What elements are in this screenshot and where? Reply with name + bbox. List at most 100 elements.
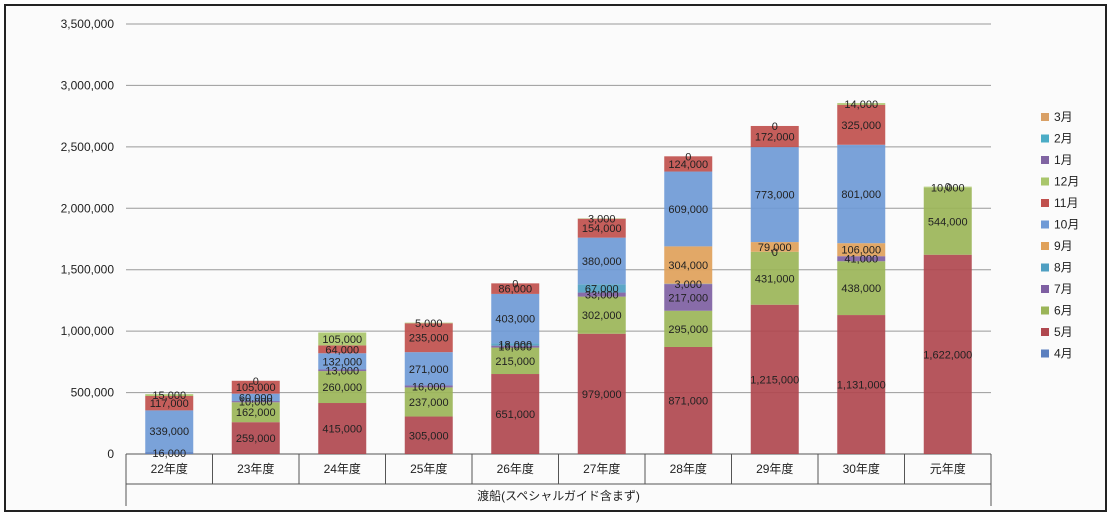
chart-frame: 0 500,000 1,000,000 1,500,000 2,000,000 2,500… xyxy=(4,4,1107,512)
bar-segment xyxy=(923,186,972,188)
bar-segment xyxy=(231,380,280,394)
data-label: 415,000 xyxy=(322,424,362,436)
data-label: 237,000 xyxy=(409,397,449,409)
bar-segment xyxy=(145,410,194,453)
bar-segment xyxy=(231,422,280,454)
data-label: 0 xyxy=(685,151,691,163)
stacked-bar-chart: 0 500,000 1,000,000 1,500,000 2,000,000 2,500… xyxy=(61,17,1079,506)
bar-segment xyxy=(491,374,540,454)
data-label: 302,000 xyxy=(582,310,622,322)
bar-segment xyxy=(318,369,367,372)
y-tick-label: 2,500,000 xyxy=(61,140,115,154)
data-label: 260,000 xyxy=(322,382,362,394)
data-label: 773,000 xyxy=(755,190,795,202)
bar-segment xyxy=(145,394,194,397)
bar-segment xyxy=(318,345,367,354)
data-label: 41,000 xyxy=(844,254,878,266)
data-label: 339,000 xyxy=(149,426,189,438)
legend-label: 4月 xyxy=(1054,347,1073,361)
bar-segment xyxy=(145,396,194,411)
data-label: 16,000 xyxy=(152,448,186,460)
bar-segment xyxy=(837,315,886,454)
data-label: 235,000 xyxy=(409,333,449,345)
bar-segment xyxy=(491,293,540,344)
x-tick-label: 28年度 xyxy=(670,461,707,476)
data-label: 117,000 xyxy=(150,398,189,410)
bar-segment xyxy=(664,171,713,247)
x-tick-label: 元年度 xyxy=(930,461,966,476)
bar-segment xyxy=(664,284,713,311)
bar-segment xyxy=(491,283,540,294)
y-tick-label: 2,000,000 xyxy=(61,201,115,215)
data-label: 124,000 xyxy=(668,159,708,171)
y-tick-label: 1,000,000 xyxy=(61,324,115,338)
data-label: 16,000 xyxy=(412,381,446,393)
legend-swatch xyxy=(1041,285,1049,293)
y-tick-label: 3,000,000 xyxy=(61,78,115,92)
bar-segment xyxy=(837,243,886,257)
bar-segment xyxy=(404,352,453,386)
data-label: 154,000 xyxy=(582,223,622,235)
data-label: 0 xyxy=(772,121,778,133)
bar-segment xyxy=(491,347,540,375)
legend-label: 9月 xyxy=(1054,239,1073,253)
bar-segment xyxy=(231,401,280,403)
legend-label: 2月 xyxy=(1054,132,1073,146)
data-label: 106,000 xyxy=(841,245,881,257)
bar-segment xyxy=(750,242,799,252)
bar-segment xyxy=(750,304,799,454)
legend-swatch xyxy=(1041,177,1049,186)
bar-segment xyxy=(491,343,540,346)
data-label: 67,000 xyxy=(585,283,619,295)
bar-segment xyxy=(577,292,626,297)
data-label: 0 xyxy=(512,278,518,290)
y-tick-label: 0 xyxy=(107,447,114,461)
data-label: 217,000 xyxy=(668,292,708,304)
bar-segment xyxy=(750,251,799,305)
bar-segment xyxy=(491,345,540,348)
bar-segment xyxy=(404,385,453,388)
data-label: 295,000 xyxy=(668,324,708,336)
bar-segment xyxy=(231,393,280,402)
data-label: 14,000 xyxy=(844,99,878,111)
bar-segment xyxy=(923,187,972,255)
legend-swatch xyxy=(1041,328,1049,336)
data-label: 801,000 xyxy=(841,189,881,201)
bar-segment xyxy=(750,125,799,148)
bar-segment xyxy=(404,322,453,324)
data-label: 609,000 xyxy=(668,204,708,216)
legend-swatch xyxy=(1041,263,1049,272)
data-label: 162,000 xyxy=(236,407,276,419)
data-label: 871,000 xyxy=(668,395,708,407)
data-label: 105,000 xyxy=(322,334,362,346)
data-label: 271,000 xyxy=(409,364,449,376)
bar-segment xyxy=(664,346,713,454)
bar-segment xyxy=(231,402,280,423)
data-label: 13,000 xyxy=(325,365,359,377)
y-tick-label: 3,500,000 xyxy=(61,17,115,31)
data-label: 325,000 xyxy=(841,120,881,132)
bar-segment xyxy=(404,323,453,353)
data-label: 3,000 xyxy=(588,214,616,226)
bar-segment xyxy=(664,310,713,347)
bar-segment xyxy=(404,416,453,454)
bar-segment xyxy=(318,332,367,346)
legend-swatch xyxy=(1041,113,1049,121)
bar-segment xyxy=(577,218,626,238)
legend-label: 7月 xyxy=(1054,282,1073,296)
bar-segment xyxy=(318,371,367,404)
data-label: 0 xyxy=(772,247,778,259)
data-label: 172,000 xyxy=(755,132,795,144)
data-label: 0 xyxy=(253,376,259,388)
x-tick-label: 22年度 xyxy=(151,461,188,476)
legend-swatch xyxy=(1041,199,1049,207)
x-tick-label: 23年度 xyxy=(237,461,274,476)
legend-swatch xyxy=(1041,242,1049,250)
data-label: 10,000 xyxy=(239,397,273,409)
data-label: 1,622,000 xyxy=(923,349,972,361)
data-label: 403,000 xyxy=(495,314,535,326)
legend-label: 11月 xyxy=(1054,196,1078,210)
x-tick-label: 29年度 xyxy=(756,461,793,476)
x-tick-label: 27年度 xyxy=(583,461,620,476)
bar-segment xyxy=(404,387,453,417)
